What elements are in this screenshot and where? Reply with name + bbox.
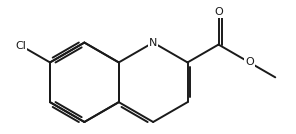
Text: O: O [214, 7, 223, 17]
Text: Cl: Cl [15, 41, 26, 51]
Text: N: N [149, 38, 157, 48]
Text: O: O [245, 57, 254, 67]
